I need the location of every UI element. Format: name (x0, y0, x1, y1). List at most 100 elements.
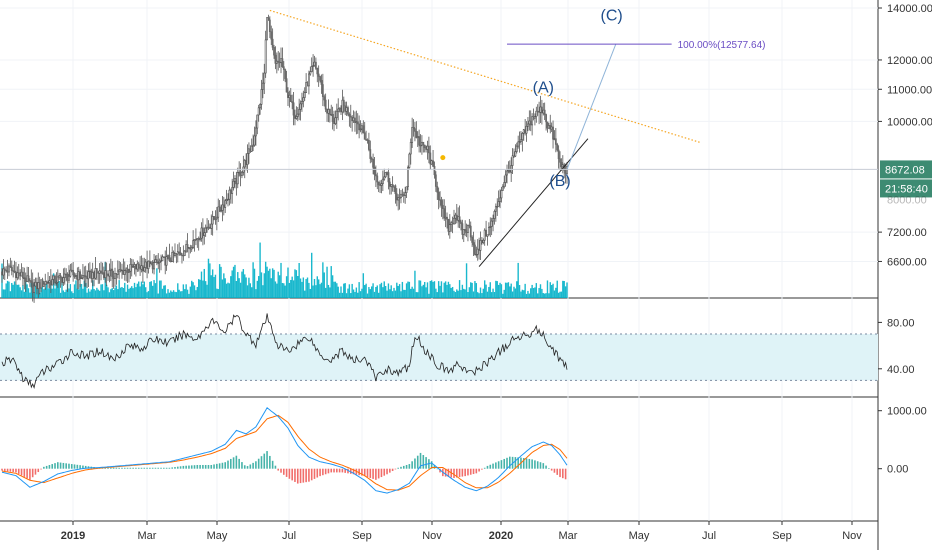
macd-y-tick-label: 0.00 (887, 464, 908, 476)
candle-body (531, 116, 534, 126)
candle-body (181, 254, 183, 256)
candle-body (196, 238, 199, 241)
volume-bar (189, 286, 192, 298)
macd-histogram-bar (425, 457, 427, 469)
candle-body (95, 268, 98, 273)
volume-bar (477, 292, 479, 298)
macd-histogram-bar (126, 467, 129, 469)
volume-bar (357, 292, 359, 298)
volume-bar (539, 284, 542, 298)
volume-bar (340, 286, 342, 298)
candle-body (20, 271, 23, 277)
macd-histogram-bar (338, 468, 341, 473)
wave-label: (A) (533, 79, 554, 96)
volume-bar (368, 287, 370, 298)
x-tick-label: May (629, 530, 650, 542)
candle-body (345, 107, 348, 112)
volume-bar (13, 281, 16, 298)
volume-bar (364, 285, 366, 298)
volume-bar (9, 291, 12, 298)
candle-body (61, 277, 63, 283)
volume-bar (458, 280, 461, 298)
drawing-overlays: 100.00%(12577.64) (0, 9, 878, 267)
volume-bar (521, 289, 524, 298)
volume-bar (281, 282, 284, 298)
candle-body (26, 275, 29, 282)
candle-body (37, 282, 40, 289)
volume-bar (419, 280, 422, 298)
volume-bar (464, 289, 466, 298)
candle-body (80, 277, 83, 280)
volume-bar (112, 290, 115, 298)
volume-bar (387, 283, 390, 298)
candle-body (400, 193, 402, 198)
volume-bar (343, 283, 345, 298)
macd-histogram-bar (26, 468, 28, 479)
volume-bar (304, 290, 306, 298)
macd-histogram-bar (542, 463, 545, 469)
volume-bar (132, 288, 134, 298)
volume-bar (34, 284, 37, 298)
volume-bar (347, 288, 349, 298)
candle-body (525, 125, 528, 134)
candle-body (263, 72, 266, 84)
candle-body (374, 174, 377, 177)
candle-body (82, 275, 84, 279)
candle-body (178, 251, 181, 253)
volume-bar (483, 280, 486, 298)
candle-body (369, 149, 372, 159)
volume-bar (457, 290, 459, 298)
candle-body (151, 261, 154, 270)
candle-body (165, 256, 168, 266)
candle-body (236, 172, 239, 185)
candle-body (248, 148, 250, 154)
candle-body (214, 218, 217, 220)
macd-histogram-bar (503, 458, 506, 469)
volume-bar (380, 282, 383, 298)
candle-body (338, 107, 341, 110)
macd-histogram-bar (129, 467, 132, 469)
candle-body (87, 271, 90, 280)
macd-histogram-bar (422, 455, 425, 469)
candle-body (172, 252, 175, 256)
candle-body (434, 174, 437, 187)
candle-body (44, 281, 47, 285)
volume-bar (97, 289, 99, 298)
macd-histogram-bar (229, 458, 232, 469)
candle-body (268, 19, 271, 32)
candle-body (108, 270, 111, 277)
volume-bar (504, 282, 507, 298)
macd-histogram-bar (243, 465, 246, 469)
candle-body (132, 266, 135, 268)
rsi-band (0, 333, 878, 381)
candle-body (437, 191, 440, 200)
countdown-label: 21:58:40 (885, 183, 928, 195)
macd-histogram-bar (149, 467, 151, 469)
volume-bar (468, 287, 471, 298)
volume-bar (470, 282, 472, 298)
macd-histogram-bar (430, 461, 433, 469)
volume-bar (216, 288, 218, 298)
volume-bar (184, 289, 186, 298)
candle-body (314, 61, 317, 69)
volume-bar (6, 280, 9, 298)
candle-body (414, 128, 416, 132)
candle-body (58, 275, 61, 278)
volume-bar (91, 280, 94, 298)
candle-body (552, 126, 554, 140)
candle-body (169, 260, 172, 263)
volume-bar (165, 293, 168, 298)
volume-bar (225, 283, 228, 298)
candle-body (425, 147, 427, 150)
volume-bar (235, 280, 238, 298)
candle-body (185, 244, 188, 252)
volume-bar (467, 292, 469, 298)
volume-bar (475, 283, 478, 298)
candle-body (188, 247, 190, 249)
macd-histogram-bar (386, 468, 388, 475)
projection-line (566, 43, 617, 170)
macd-histogram-bar (87, 466, 90, 469)
candle-body (250, 145, 253, 152)
volume-bar (172, 290, 175, 298)
volume-bar (69, 284, 72, 298)
